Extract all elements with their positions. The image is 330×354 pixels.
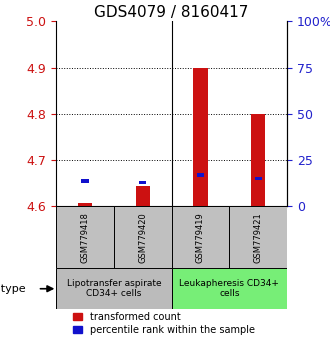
Bar: [255, 177, 262, 180]
Bar: [139, 181, 146, 184]
Text: GSM779420: GSM779420: [138, 212, 147, 263]
Text: GSM779419: GSM779419: [196, 212, 205, 263]
Text: GSM779421: GSM779421: [254, 212, 263, 263]
Bar: [251, 114, 265, 206]
Legend: transformed count, percentile rank within the sample: transformed count, percentile rank withi…: [73, 312, 255, 335]
Bar: [172, 268, 287, 309]
Bar: [56, 268, 172, 309]
Text: Leukapheresis CD34+
cells: Leukapheresis CD34+ cells: [180, 279, 279, 298]
Bar: [56, 206, 114, 268]
Bar: [136, 185, 150, 206]
Text: cell type: cell type: [0, 284, 26, 294]
Bar: [229, 206, 287, 268]
Bar: [193, 68, 208, 206]
Bar: [197, 173, 204, 177]
Bar: [114, 206, 172, 268]
Text: Lipotransfer aspirate
CD34+ cells: Lipotransfer aspirate CD34+ cells: [67, 279, 161, 298]
Bar: [172, 206, 229, 268]
Text: GSM779418: GSM779418: [81, 212, 89, 263]
Bar: [78, 203, 92, 206]
Bar: [82, 179, 88, 183]
Title: GDS4079 / 8160417: GDS4079 / 8160417: [94, 5, 249, 20]
